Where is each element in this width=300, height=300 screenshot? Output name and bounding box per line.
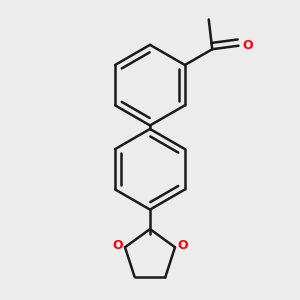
Text: O: O xyxy=(177,239,188,252)
Text: O: O xyxy=(243,39,254,52)
Text: O: O xyxy=(112,239,123,252)
